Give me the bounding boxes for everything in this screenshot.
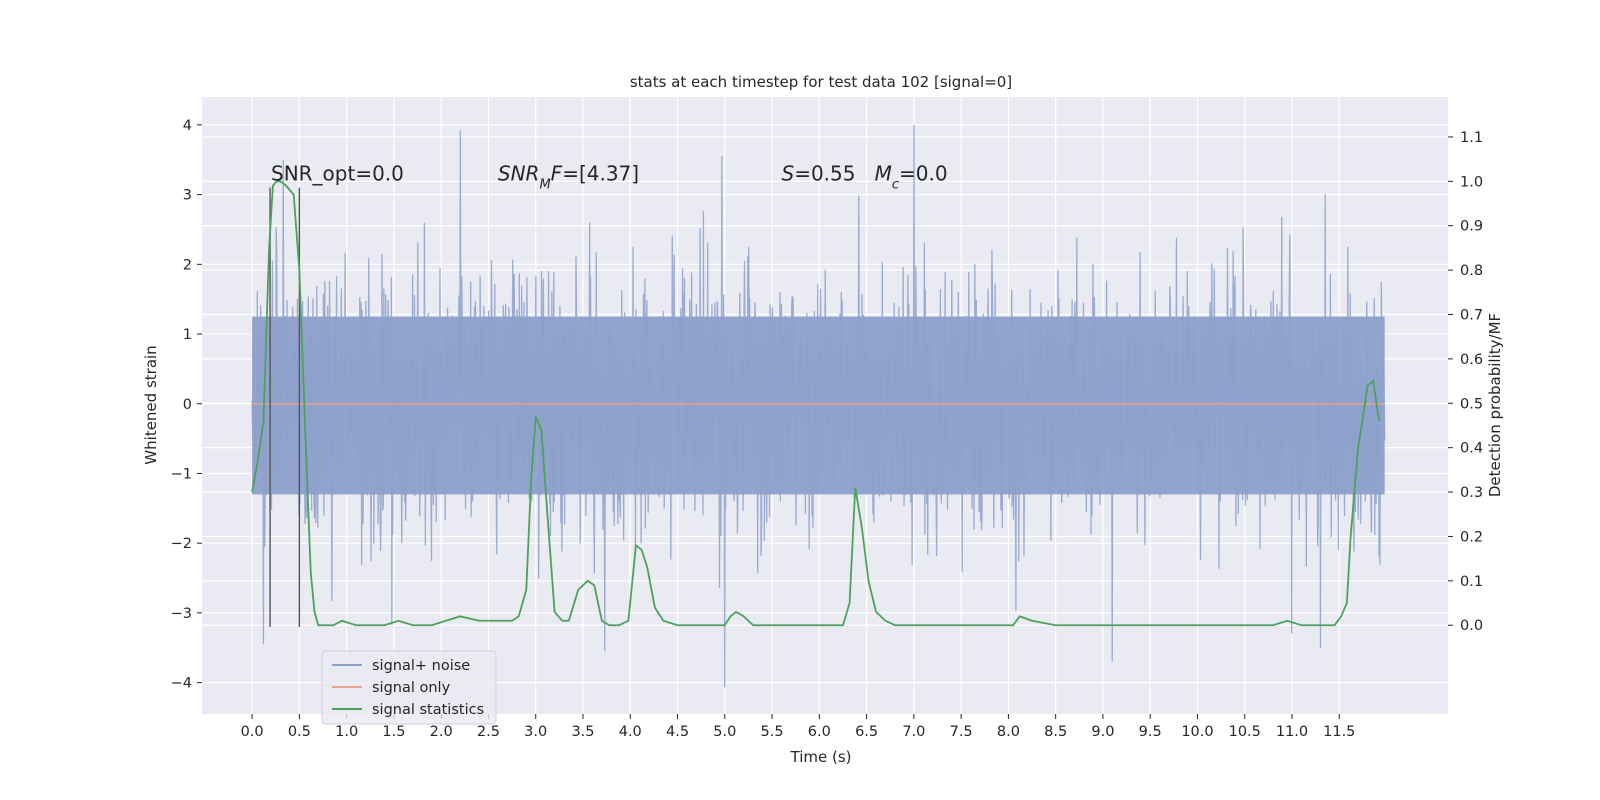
- x-tick-label: 1.0: [335, 724, 358, 740]
- x-tick-label: 8.0: [997, 724, 1020, 740]
- x-tick-label: 11.0: [1276, 724, 1308, 740]
- x-tick-label: 8.5: [1044, 724, 1067, 740]
- x-tick-label: 7.0: [902, 724, 925, 740]
- x-tick-label: 3.5: [571, 724, 594, 740]
- y-tick-label: 3: [183, 188, 192, 204]
- x-tick-label: 7.5: [950, 724, 973, 740]
- y-right-tick-label: 0.4: [1460, 441, 1483, 457]
- x-tick-label: 2.0: [430, 724, 453, 740]
- y-right-tick-label: 0.6: [1460, 352, 1483, 368]
- x-tick-label: 0.5: [288, 724, 311, 740]
- y-tick-label: 4: [183, 118, 192, 134]
- y-right-tick-label: 0.1: [1460, 574, 1483, 590]
- y-right-tick-label: 0.7: [1460, 308, 1483, 324]
- y-tick-label: −1: [171, 466, 192, 482]
- y-tick-label: 0: [183, 397, 192, 413]
- x-tick-label: 1.5: [382, 724, 405, 740]
- legend-box: [321, 650, 497, 725]
- y-right-tick-label: 0.2: [1460, 529, 1483, 545]
- y-right-tick-label: 0.3: [1460, 485, 1483, 501]
- x-tick-label: 10.0: [1181, 724, 1213, 740]
- y-right-tick-label: 1.1: [1460, 130, 1483, 146]
- x-tick-label: 9.0: [1091, 724, 1114, 740]
- chart-title: stats at each timestep for test data 102…: [630, 73, 1012, 91]
- snr-opt-annotation: SNR_opt=0.0: [271, 162, 404, 186]
- x-tick-label: 9.5: [1139, 724, 1162, 740]
- snr-mf-annotation: SNRMF=[4.37]: [498, 162, 639, 193]
- y-tick-label: −2: [171, 536, 192, 552]
- y-right-tick-label: 0.0: [1460, 618, 1483, 634]
- y-tick-label: 1: [183, 327, 192, 343]
- x-tick-label: 10.5: [1229, 724, 1261, 740]
- x-tick-label: 5.5: [761, 724, 784, 740]
- legend-label: signal only: [372, 680, 451, 696]
- legend-label: signal statistics: [372, 702, 484, 718]
- x-tick-label: 3.0: [524, 724, 547, 740]
- x-axis-label: Time (s): [790, 748, 852, 766]
- y-axis-label-right: Detection probability/MF: [1486, 313, 1504, 497]
- y-tick-label: 2: [183, 257, 192, 273]
- y-tick-label: −4: [171, 676, 192, 692]
- y-right-tick-label: 0.5: [1460, 396, 1483, 412]
- y-right-tick-label: 0.9: [1460, 219, 1483, 235]
- y-axis-label: Whitened strain: [142, 345, 160, 464]
- x-tick-label: 0.0: [241, 724, 264, 740]
- legend-label: signal+ noise: [372, 658, 470, 674]
- x-tick-label: 6.0: [808, 724, 831, 740]
- y-right-tick-label: 0.8: [1460, 263, 1483, 279]
- x-tick-label: 11.5: [1323, 724, 1355, 740]
- stat-mass-annotation: S=0.55 Mc=0.0: [782, 162, 948, 193]
- y-tick-label: −3: [171, 606, 192, 622]
- x-tick-label: 4.5: [666, 724, 689, 740]
- x-tick-label: 2.5: [477, 724, 500, 740]
- signal-noise-core-band: [252, 316, 1385, 495]
- x-tick-label: 5.0: [713, 724, 736, 740]
- signal-statistics-line: [251, 180, 1380, 627]
- y-right-tick-label: 1.0: [1460, 174, 1483, 190]
- x-tick-label: 4.0: [619, 724, 642, 740]
- x-tick-label: 6.5: [855, 724, 878, 740]
